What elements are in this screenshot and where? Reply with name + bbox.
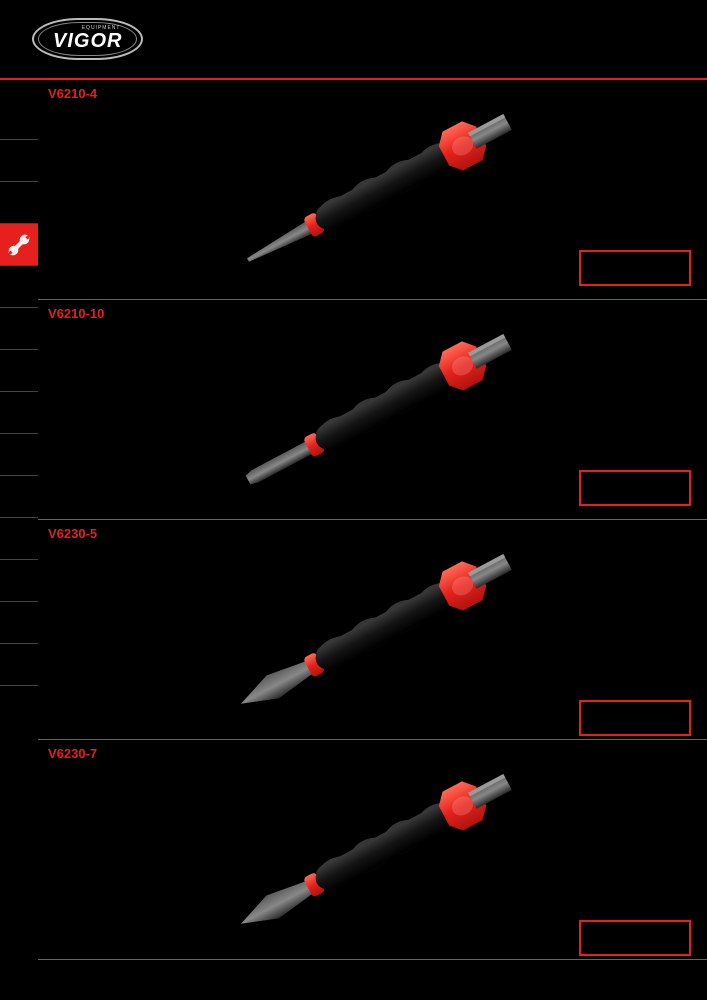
sidebar-item[interactable] xyxy=(0,140,38,182)
sidebar-item[interactable] xyxy=(0,266,38,308)
wrench-icon xyxy=(6,232,32,258)
price-box xyxy=(579,250,691,286)
sidebar-item[interactable] xyxy=(0,518,38,560)
product-image xyxy=(208,750,568,965)
price-box xyxy=(579,700,691,736)
sidebar-item[interactable] xyxy=(0,560,38,602)
brand-logo: EQUIPMENT VIGOR xyxy=(32,18,143,60)
brand-name: VIGOR xyxy=(53,31,122,51)
sidebar-item[interactable] xyxy=(0,602,38,644)
category-sidebar xyxy=(0,98,38,686)
page-header: EQUIPMENT VIGOR xyxy=(0,0,707,70)
sidebar-item[interactable] xyxy=(0,434,38,476)
product-image xyxy=(208,530,568,745)
product-image xyxy=(208,310,568,525)
sidebar-item[interactable] xyxy=(0,476,38,518)
catalog-page: EQUIPMENT VIGOR V6210-4 xyxy=(0,0,707,960)
product-image xyxy=(208,90,568,305)
product-card: V6230-7 xyxy=(38,740,707,960)
sidebar-item[interactable] xyxy=(0,182,38,224)
sidebar-item[interactable] xyxy=(0,644,38,686)
price-box xyxy=(579,470,691,506)
sidebar-item[interactable] xyxy=(0,98,38,140)
sidebar-item[interactable] xyxy=(0,308,38,350)
sidebar-item[interactable] xyxy=(0,350,38,392)
product-list: V6210-4 xyxy=(38,80,707,960)
sidebar-item[interactable] xyxy=(0,392,38,434)
price-box xyxy=(579,920,691,956)
product-card: V6210-4 xyxy=(38,80,707,300)
product-card: V6210-10 xyxy=(38,300,707,520)
sidebar-item-active[interactable] xyxy=(0,224,38,266)
product-card: V6230-5 xyxy=(38,520,707,740)
